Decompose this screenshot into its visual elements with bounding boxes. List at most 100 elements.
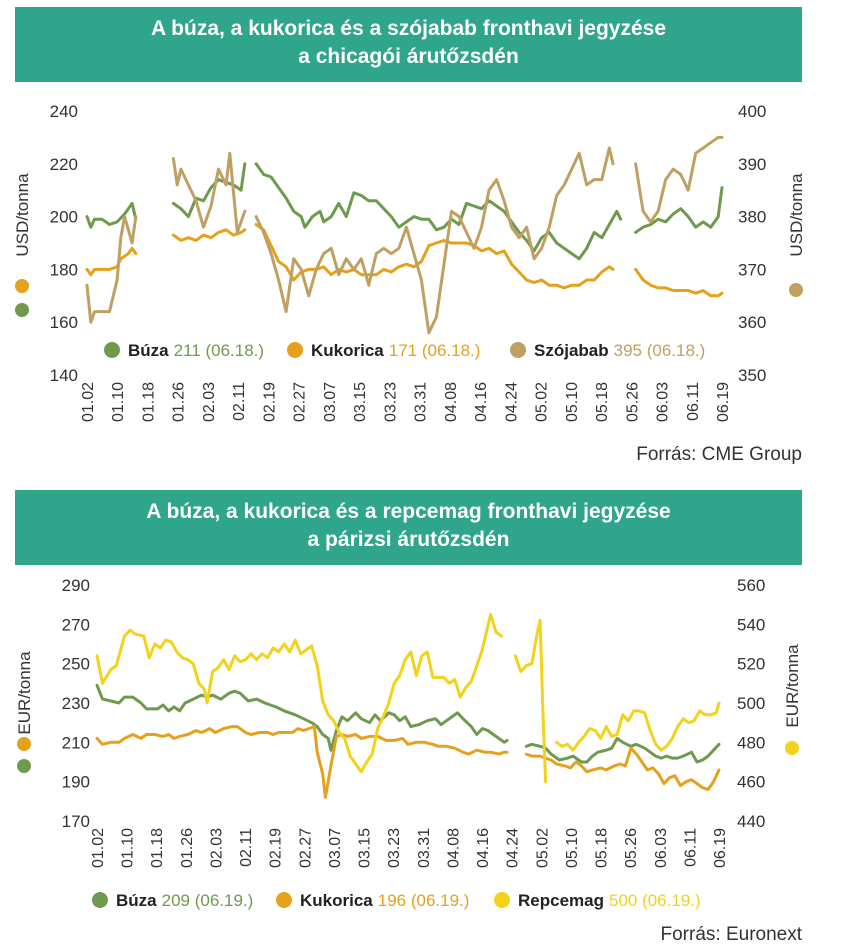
series-line-szójabab: [634, 135, 724, 224]
series-line-szójabab: [85, 215, 138, 324]
legend-value: 171 (06.18.): [389, 341, 481, 360]
series-line-kukorica: [95, 725, 509, 799]
x-tick-label: 06.11: [682, 828, 699, 867]
x-tick-label: 05.26: [624, 382, 641, 422]
legend-name: Kukorica: [300, 891, 373, 910]
x-tick-label: 01.18: [140, 382, 157, 422]
legend-marker: [104, 342, 120, 358]
series-line-kukorica: [254, 223, 615, 290]
y-tick-left: 210: [62, 733, 90, 752]
x-tick-label: 04.16: [473, 382, 490, 422]
legend-marker: [494, 892, 510, 908]
x-tick-label: 02.11: [238, 828, 255, 867]
x-tick-label: 05.26: [623, 828, 640, 868]
y-tick-left: 230: [62, 694, 90, 713]
chart1-source: Forrás: CME Group: [636, 444, 802, 465]
axis-series-dot: [15, 279, 29, 293]
chart1-subtitle: a chicagói árutőzsdén: [298, 45, 519, 68]
x-tick-label: 03.15: [357, 828, 374, 868]
x-tick-label: 05.18: [594, 828, 611, 868]
series-line-búza: [524, 736, 721, 764]
y-tick-right: 390: [738, 155, 766, 174]
x-tick-label: 06.19: [715, 382, 732, 422]
x-tick-label: 03.07: [327, 828, 344, 868]
x-tick-label: 03.15: [352, 382, 369, 422]
x-tick-label: 02.27: [292, 382, 309, 422]
x-tick-label: 01.10: [110, 382, 127, 422]
legend-value: 211 (06.18.): [174, 341, 264, 360]
legend-value: 500 (06.19.): [609, 891, 701, 910]
x-tick-label: 06.11: [685, 382, 702, 421]
x-tick-label: 01.26: [179, 828, 196, 868]
x-tick-label: 04.08: [443, 382, 460, 422]
x-tick-label: 01.02: [90, 828, 107, 868]
y-tick-left: 200: [50, 208, 78, 227]
x-tick-label: 03.23: [386, 828, 403, 868]
y-tick-right: 500: [737, 694, 765, 713]
series-line-búza: [95, 683, 509, 752]
series-line-búza: [85, 201, 138, 229]
x-tick-label: 05.18: [594, 382, 611, 422]
y-tick-right: 460: [737, 773, 765, 792]
x-tick-label: 06.03: [653, 828, 670, 868]
x-tick-label: 02.03: [201, 382, 218, 422]
y-axis-label-right: USD/tonna: [787, 173, 806, 257]
legend-name: Szójabab: [534, 341, 609, 360]
y-tick-right: 350: [738, 366, 766, 385]
y-tick-right: 520: [737, 655, 765, 674]
x-tick-label: 02.03: [208, 828, 225, 868]
y-tick-right: 540: [737, 615, 765, 634]
x-tick-label: 02.11: [231, 382, 248, 421]
y-tick-left: 190: [62, 773, 90, 792]
y-axis-label-right: EUR/tonna: [783, 644, 802, 728]
axis-series-dot: [15, 303, 29, 317]
y-tick-left: 220: [50, 155, 78, 174]
series-line-repcemag: [555, 701, 721, 752]
x-tick-label: 04.24: [503, 382, 520, 422]
y-tick-right: 560: [737, 576, 765, 595]
x-tick-label: 02.27: [297, 828, 314, 868]
legend-name: Kukorica: [311, 341, 384, 360]
y-tick-right: 480: [737, 733, 765, 752]
series-line-kukorica: [634, 267, 724, 298]
x-tick-label: 04.08: [445, 828, 462, 868]
y-tick-left: 170: [62, 812, 90, 831]
x-tick-label: 06.03: [655, 382, 672, 422]
axis-series-dot: [785, 741, 799, 755]
y-tick-left: 270: [62, 615, 90, 634]
x-tick-label: 05.02: [534, 828, 551, 868]
series-line-repcemag: [513, 618, 548, 784]
x-tick-label: 03.31: [416, 828, 433, 868]
series-line-kukorica: [171, 228, 247, 242]
y-tick-left: 160: [50, 313, 78, 332]
chart-euronext: 170 190 210 230 250 270 290 440 460 480 500 520 540 5…: [15, 576, 802, 910]
chart1-title: A búza, a kukorica és a szójabab frontha…: [150, 17, 667, 40]
x-tick-label: 05.10: [564, 828, 581, 868]
chart2-subtitle: a párizsi árutőzsdén: [307, 528, 510, 551]
series-line-repcemag: [95, 613, 504, 774]
axis-series-dot: [789, 283, 803, 297]
x-tick-label: 01.18: [149, 828, 166, 868]
chart2-title-banner: A búza, a kukorica és a repcemag frontha…: [15, 490, 802, 565]
y-tick-right: 440: [737, 812, 765, 831]
x-tick-label: 06.19: [712, 828, 729, 868]
x-tick-label: 03.23: [382, 382, 399, 422]
y-tick-right: 360: [738, 313, 766, 332]
x-tick-label: 02.19: [268, 828, 285, 868]
y-tick-right: 370: [738, 260, 766, 279]
legend-value: 209 (06.19.): [162, 891, 254, 910]
y-tick-right: 400: [738, 102, 766, 121]
series-line-szójabab: [254, 146, 615, 335]
legend-marker: [510, 342, 526, 358]
legend-marker: [276, 892, 292, 908]
axis-series-dot: [17, 759, 31, 773]
legend-name: Búza: [128, 341, 169, 360]
series-line-kukorica: [85, 246, 138, 277]
series-line-búza: [254, 162, 623, 261]
legend-value: 395 (06.18.): [614, 341, 706, 360]
y-axis-label-left: USD/tonna: [13, 173, 32, 257]
y-tick-right: 380: [738, 208, 766, 227]
axis-series-dot: [17, 737, 31, 751]
x-tick-label: 03.31: [413, 382, 430, 422]
